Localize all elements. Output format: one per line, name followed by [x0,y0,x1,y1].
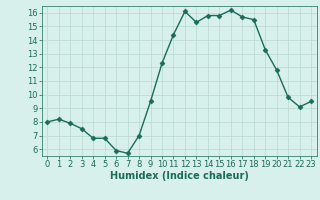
X-axis label: Humidex (Indice chaleur): Humidex (Indice chaleur) [110,171,249,181]
